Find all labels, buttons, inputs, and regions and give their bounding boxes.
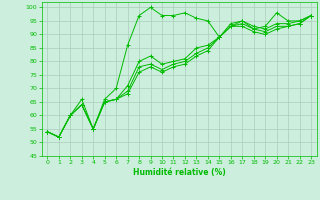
X-axis label: Humidité relative (%): Humidité relative (%) — [133, 168, 226, 177]
